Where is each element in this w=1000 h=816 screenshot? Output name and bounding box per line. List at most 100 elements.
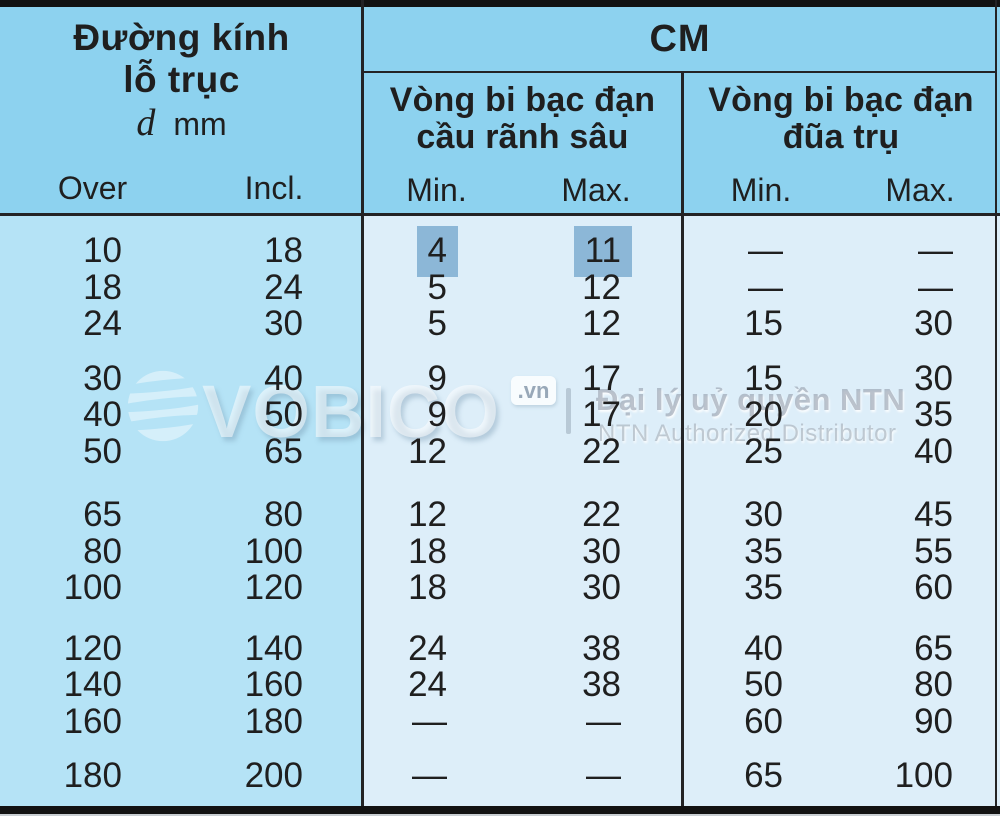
cell-incl: 40 <box>264 358 303 398</box>
cell-roller-min: 65 <box>744 756 783 795</box>
table-top-border <box>0 0 1000 7</box>
column-header-ball-max: Max. <box>561 171 631 208</box>
vertical-divider-left <box>361 0 364 814</box>
table-row: 40 50 9 17 20 35 <box>0 395 1000 434</box>
vertical-divider-right <box>681 71 684 814</box>
cell-ball-max: 30 <box>582 568 621 607</box>
cell-roller-min: 15 <box>744 304 783 343</box>
cell-incl: 30 <box>264 304 303 343</box>
cell-over: 160 <box>63 701 122 741</box>
cell-over: 10 <box>83 231 122 270</box>
cell-roller-min: 20 <box>744 395 783 434</box>
cell-roller-max: 100 <box>894 756 953 795</box>
cell-ball-min: 24 <box>408 665 447 704</box>
cell-ball-min: 18 <box>408 531 447 571</box>
row-group-3: 65 80 12 22 30 45 80 100 18 30 35 55 100… <box>0 495 1000 607</box>
diameter-symbol: d <box>136 102 156 144</box>
unit-label: mm <box>173 106 227 142</box>
cell-ball-min: 5 <box>427 304 447 343</box>
cell-roller-max: 35 <box>914 395 953 434</box>
column-group-ball-bearing: Vòng bi bạc đạn cầu rãnh sâu Min. Max. <box>363 74 682 213</box>
cell-over: 120 <box>63 628 122 668</box>
roller-minmax-row: Min. Max. <box>682 167 1000 213</box>
cell-over: 140 <box>63 665 122 704</box>
cell-ball-min: 12 <box>408 495 447 534</box>
cell-over: 65 <box>83 495 122 534</box>
cell-roller-min: 25 <box>744 431 783 471</box>
cell-roller-min: 30 <box>744 495 783 534</box>
cell-roller-max: — <box>918 231 953 270</box>
cell-roller-max: 30 <box>914 358 953 398</box>
cm-underline <box>363 71 997 73</box>
cell-roller-max: — <box>918 267 953 307</box>
cell-roller-max: 60 <box>914 568 953 607</box>
cell-roller-min: 15 <box>744 358 783 398</box>
row-group-5: 180 200 — — 65 100 <box>0 756 1000 795</box>
cell-ball-max: 38 <box>582 665 621 704</box>
cell-roller-min: 50 <box>744 665 783 704</box>
cell-roller-min: — <box>748 267 783 307</box>
cell-roller-min: 60 <box>744 701 783 741</box>
cell-ball-max: 22 <box>582 495 621 534</box>
column-header-ball-min: Min. <box>406 171 467 208</box>
ball-group-title-line2: cầu rãnh sâu <box>416 118 629 156</box>
cell-over: 100 <box>63 568 122 607</box>
ball-group-title-line1: Vòng bi bạc đạn <box>389 81 656 119</box>
header-symbol-unit: d mm <box>136 103 226 151</box>
cell-roller-min: — <box>748 231 783 270</box>
column-header-roller-max: Max. <box>885 171 955 208</box>
column-header-over: Over <box>57 169 128 206</box>
cell-ball-max: 17 <box>582 395 621 434</box>
cell-ball-max: — <box>586 701 621 741</box>
bottom-edge-strip <box>0 814 1000 816</box>
cell-over: 40 <box>83 395 122 434</box>
cell-ball-max: 30 <box>582 531 621 571</box>
cell-ball-max: — <box>586 756 621 795</box>
cell-over: 80 <box>83 531 122 571</box>
highlighted-value: 4 <box>416 226 458 277</box>
table-row: 80 100 18 30 35 55 <box>0 531 1000 571</box>
cell-incl: 65 <box>264 431 303 471</box>
row-group-4: 120 140 24 38 40 65 140 160 24 38 50 80 … <box>0 628 1000 741</box>
header-title-line2: lỗ trục <box>123 59 240 100</box>
cell-ball-min: 9 <box>427 358 447 398</box>
cell-roller-max: 45 <box>914 495 953 534</box>
cell-incl: 140 <box>244 628 303 668</box>
cell-roller-min: 35 <box>744 531 783 571</box>
cell-incl: 180 <box>244 701 303 741</box>
table-row: 65 80 12 22 30 45 <box>0 495 1000 534</box>
header-background <box>0 7 1000 214</box>
roller-group-title-line1: Vòng bi bạc đạn <box>708 81 974 119</box>
row-group-1: 10 18 4 11 — — 18 24 5 12 — — 24 30 5 12… <box>0 226 1000 343</box>
cell-roller-max: 30 <box>914 304 953 343</box>
cell-over: 30 <box>83 358 122 398</box>
table-row: 24 30 5 12 15 30 <box>0 304 1000 343</box>
body-left-background <box>0 214 363 806</box>
cell-ball-min: 12 <box>408 431 447 471</box>
table-row: 50 65 12 22 25 40 <box>0 431 1000 471</box>
column-group-cm: CM <box>649 17 711 60</box>
cell-incl: 18 <box>264 231 303 270</box>
cell-incl: 50 <box>264 395 303 434</box>
cell-over: 18 <box>83 267 122 307</box>
cell-ball-min: 24 <box>408 628 447 668</box>
table-row: 180 200 — — 65 100 <box>0 756 1000 795</box>
table-body: 10 18 4 11 — — 18 24 5 12 — — 24 30 5 12… <box>0 216 1000 795</box>
cell-ball-max: 17 <box>582 358 621 398</box>
header-body-divider <box>0 213 1000 216</box>
table-row: 120 140 24 38 40 65 <box>0 628 1000 668</box>
roller-group-title-line2: đũa trụ <box>782 118 900 156</box>
cell-incl: 100 <box>244 531 303 571</box>
cell-roller-min: 40 <box>744 628 783 668</box>
table-row: 10 18 4 11 — — <box>0 226 1000 277</box>
cell-ball-min: 9 <box>427 395 447 434</box>
cell-roller-max: 55 <box>914 531 953 571</box>
cell-incl: 200 <box>244 756 303 795</box>
cell-ball-max: 12 <box>582 267 621 307</box>
table-row: 140 160 24 38 50 80 <box>0 665 1000 704</box>
cell-incl: 80 <box>264 495 303 534</box>
column-group-roller-bearing: Vòng bi bạc đạn đũa trụ Min. Max. <box>682 74 1000 213</box>
cell-over: 24 <box>83 304 122 343</box>
cell-ball-max: 22 <box>582 431 621 471</box>
cell-ball-min: 4 <box>303 226 458 277</box>
